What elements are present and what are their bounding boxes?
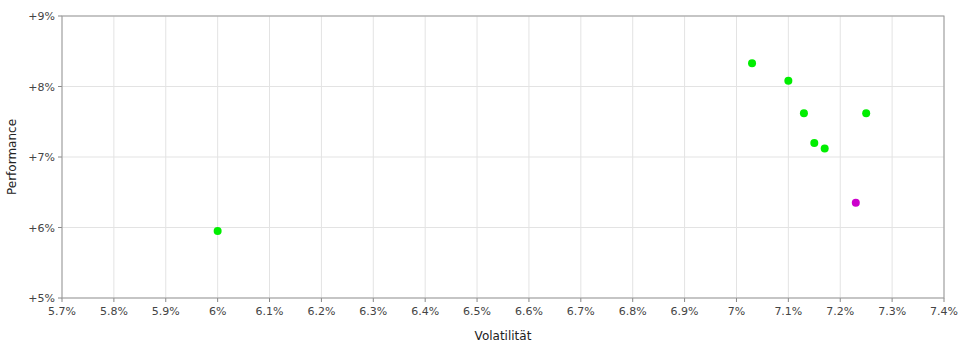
x-tick: [944, 298, 945, 302]
y-tick: [58, 227, 62, 228]
x-tick-label: 5.7%: [48, 305, 76, 318]
point: [214, 227, 222, 235]
x-tick-label: 6.9%: [671, 305, 699, 318]
x-tick: [632, 298, 633, 302]
y-tick: [58, 86, 62, 87]
x-tick-label: 6.8%: [619, 305, 647, 318]
y-tick-label: +9%: [28, 10, 55, 23]
x-tick: [217, 298, 218, 302]
y-grid-line: [62, 86, 944, 87]
point: [821, 145, 829, 153]
x-tick-label: 7%: [728, 305, 745, 318]
series: [214, 59, 871, 235]
x-tick-label: 7.4%: [930, 305, 958, 318]
x-tick: [373, 298, 374, 302]
marks: [214, 59, 871, 235]
x-tick: [477, 298, 478, 302]
x-axis-title: Volatilität: [475, 329, 532, 343]
x-tick: [62, 298, 63, 302]
y-tick-label: +7%: [28, 151, 55, 164]
x-tick-label: 6%: [209, 305, 226, 318]
x-tick: [113, 298, 114, 302]
x-tick-label: 7.1%: [774, 305, 802, 318]
tick-labels: 5.7% 5.8% 5.9% 6% 6.1% 6.2% 6.3% 6.4% 6.5% 6.6% 6.…: [28, 10, 958, 318]
x-tick-label: 5.8%: [100, 305, 128, 318]
x-tick: [528, 298, 529, 302]
x-tick: [580, 298, 581, 302]
chart-container: 5.7% 5.8% 5.9% 6% 6.1% 6.2% 6.3% 6.4% 6.5% 6.6% 6.…: [0, 0, 966, 350]
series: [852, 199, 860, 207]
y-axis-title: Performance: [5, 119, 19, 195]
y-tick: [58, 298, 62, 299]
x-tick-label: 6.5%: [463, 305, 491, 318]
x-tick-label: 6.2%: [307, 305, 335, 318]
point: [810, 139, 818, 147]
x-tick: [425, 298, 426, 302]
x-tick: [269, 298, 270, 302]
x-tick: [684, 298, 685, 302]
x-tick-label: 7.3%: [878, 305, 906, 318]
y-grid-line: [62, 157, 944, 158]
x-tick-label: 6.4%: [411, 305, 439, 318]
grid: [62, 16, 944, 298]
y-tick: [58, 16, 62, 17]
y-tick: [58, 157, 62, 158]
point: [800, 109, 808, 117]
x-tick: [892, 298, 893, 302]
y-grid-line: [62, 227, 944, 228]
plot-frame: [62, 16, 944, 298]
x-tick: [788, 298, 789, 302]
point: [784, 77, 792, 85]
x-tick: [321, 298, 322, 302]
x-tick-label: 6.3%: [359, 305, 387, 318]
x-tick-label: 5.9%: [152, 305, 180, 318]
x-tick: [736, 298, 737, 302]
x-tick: [840, 298, 841, 302]
x-tick-label: 6.6%: [515, 305, 543, 318]
x-tick: [165, 298, 166, 302]
x-tick-label: 7.2%: [826, 305, 854, 318]
point: [862, 109, 870, 117]
chart: 5.7% 5.8% 5.9% 6% 6.1% 6.2% 6.3% 6.4% 6.5% 6.6% 6.…: [0, 0, 966, 350]
point: [852, 199, 860, 207]
y-tick-label: +8%: [28, 81, 55, 94]
point: [748, 59, 756, 67]
plot-area: [62, 16, 944, 298]
y-tick-label: +5%: [28, 292, 55, 305]
y-tick-label: +6%: [28, 222, 55, 235]
x-tick-label: 6.1%: [256, 305, 284, 318]
x-tick-label: 6.7%: [567, 305, 595, 318]
